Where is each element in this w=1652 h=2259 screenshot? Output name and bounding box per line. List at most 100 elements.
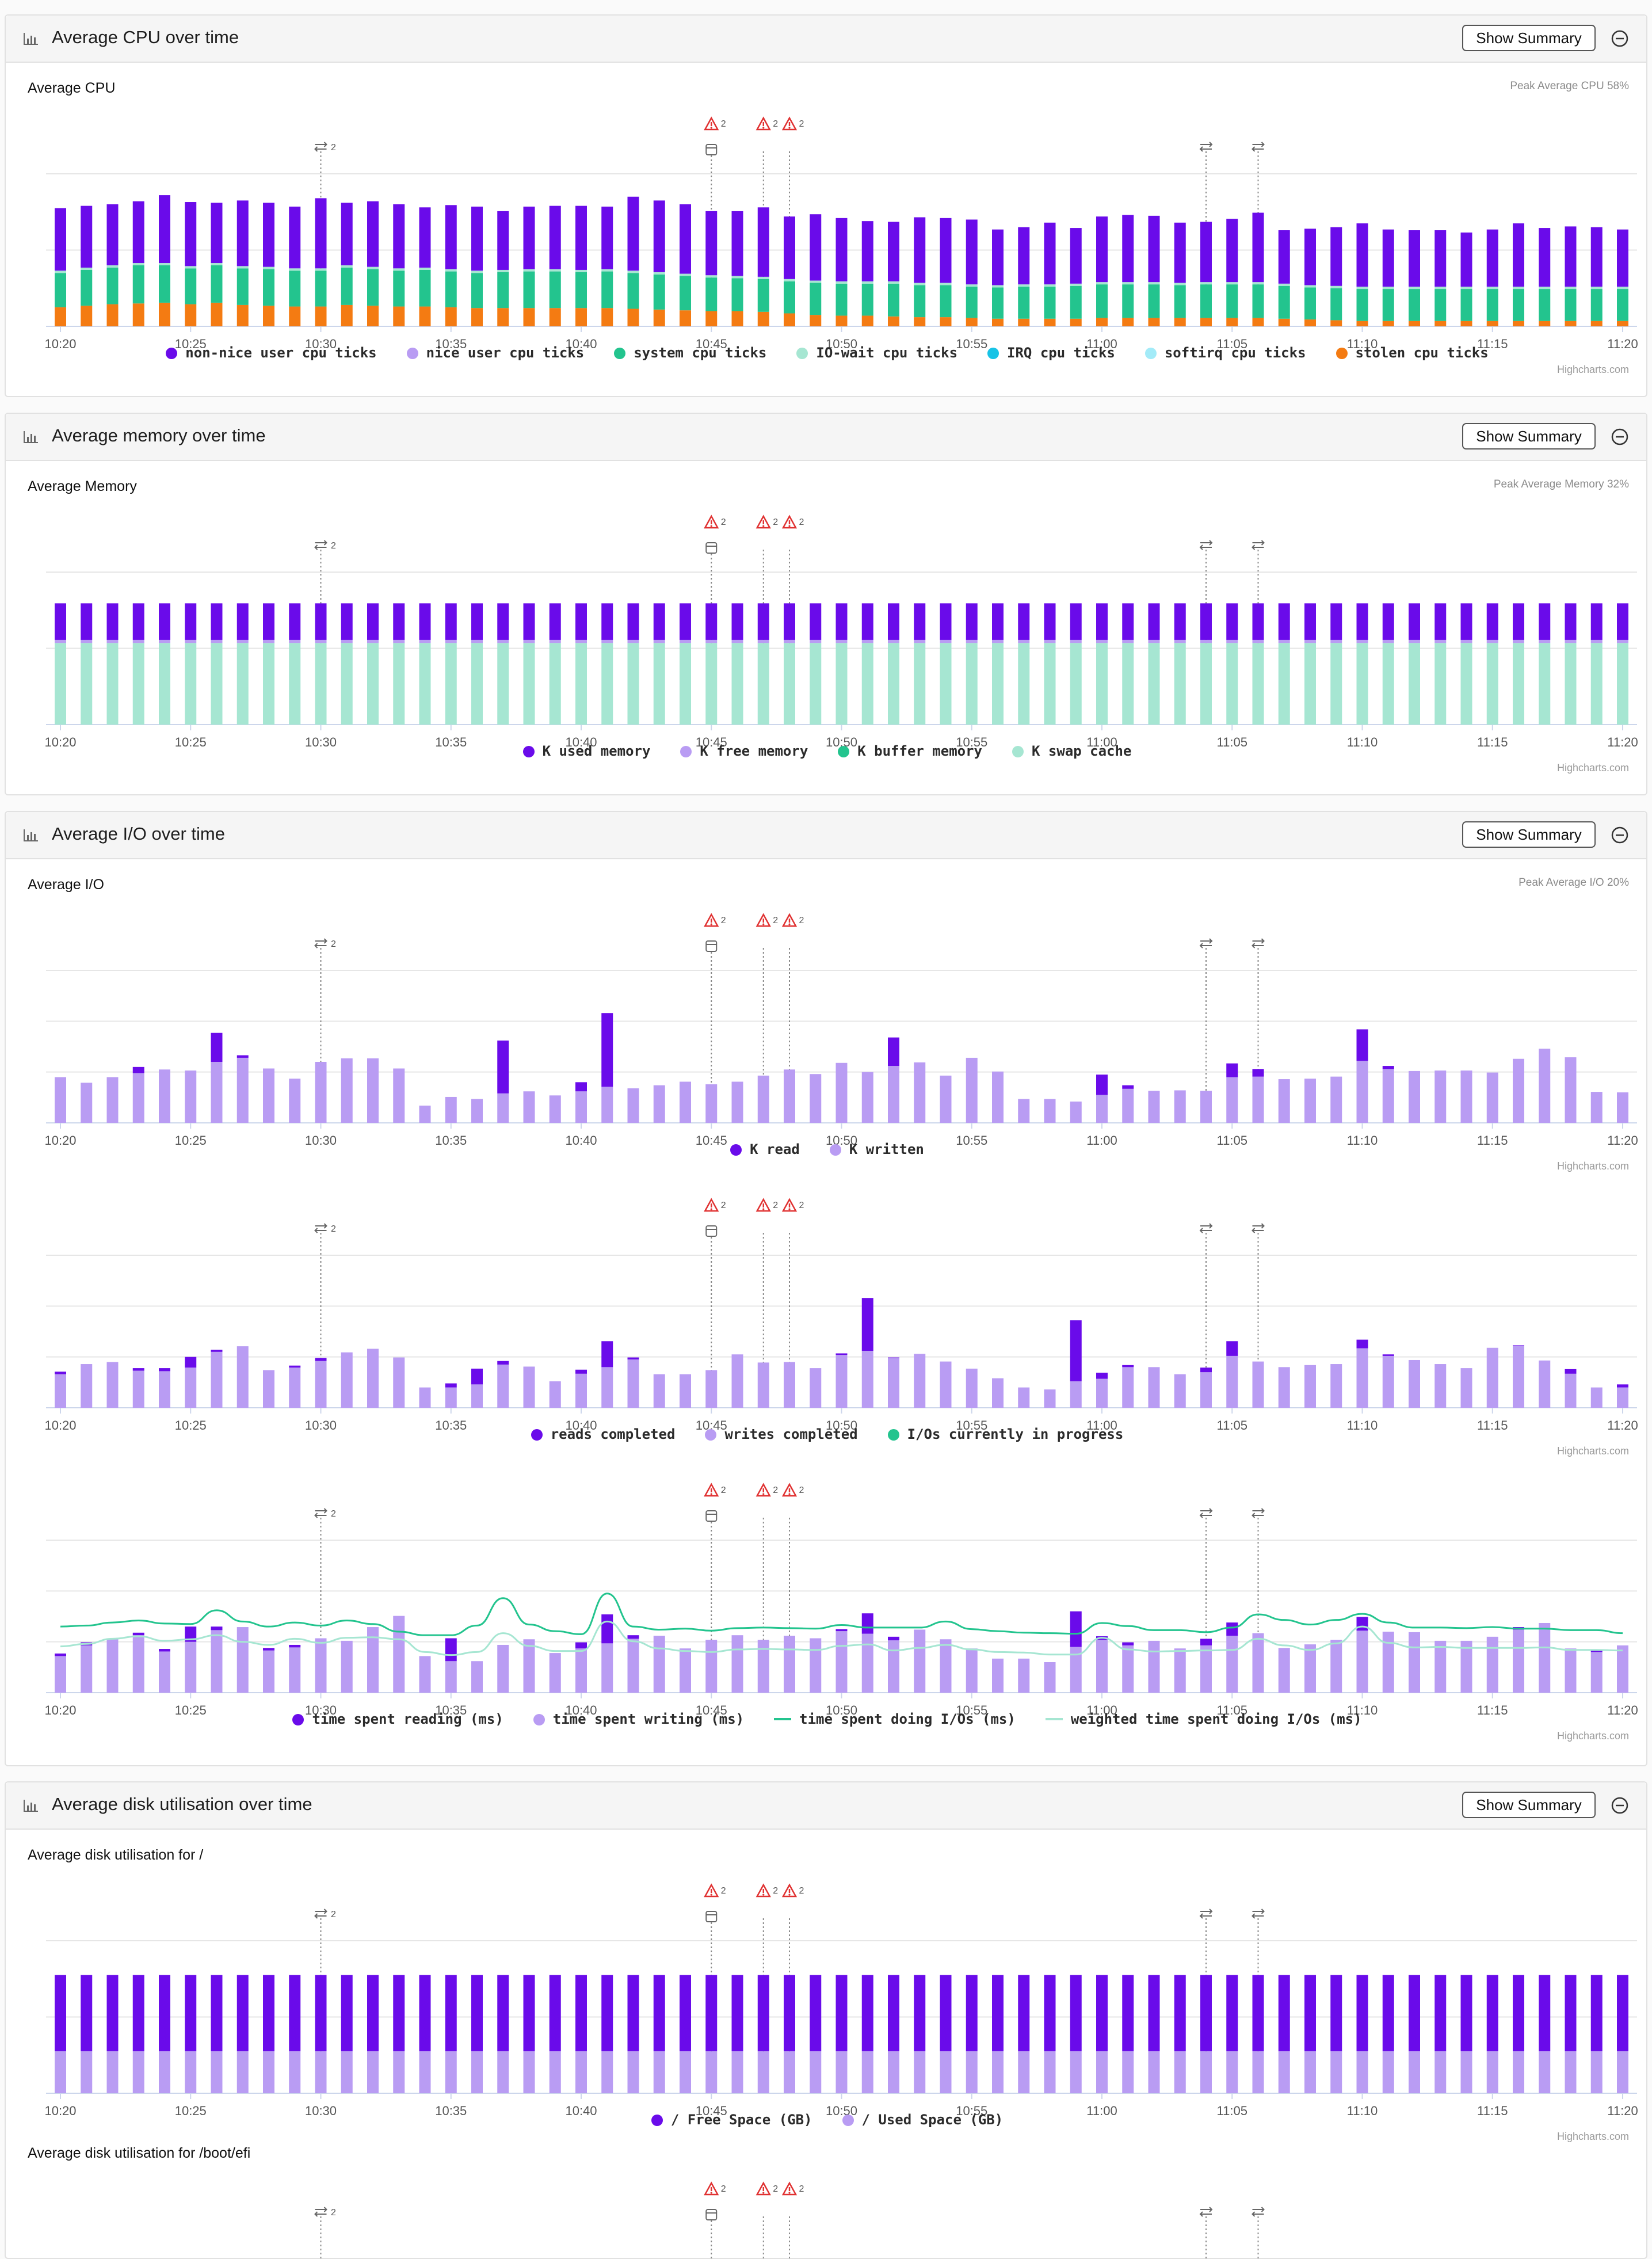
collapse-icon[interactable]	[1611, 29, 1629, 48]
transfer-icon[interactable]	[1199, 1908, 1213, 1919]
transfer-icon[interactable]	[314, 938, 327, 948]
legend-item[interactable]: softirq cpu ticks	[1144, 345, 1306, 361]
alert-icon[interactable]	[781, 515, 798, 529]
legend-item[interactable]: / Free Space (GB)	[651, 2112, 812, 2128]
legend-item[interactable]: K swap cache	[1012, 743, 1131, 759]
alert-count: 2	[721, 119, 726, 129]
alert-icon[interactable]	[756, 913, 771, 927]
legend-item[interactable]: writes completed	[705, 1426, 858, 1442]
highcharts-credit[interactable]: Highcharts.com	[1556, 762, 1629, 774]
legend-item[interactable]: K buffer memory	[838, 743, 982, 759]
legend-item[interactable]: K used memory	[522, 743, 650, 759]
legend-item[interactable]: K written	[829, 1141, 924, 1157]
highcharts-credit[interactable]: Highcharts.com	[1556, 1160, 1629, 1172]
transfer-icon[interactable]	[314, 142, 327, 152]
alert-icon[interactable]	[704, 1483, 719, 1497]
alert-icon[interactable]	[704, 515, 719, 529]
transfer-icon[interactable]	[1252, 142, 1265, 152]
transfer-icon[interactable]	[1252, 1223, 1265, 1233]
transfer-icon[interactable]	[1252, 540, 1265, 550]
highcharts-credit[interactable]: Highcharts.com	[1556, 364, 1629, 375]
calendar-icon[interactable]	[705, 144, 718, 155]
bar-k-used-memory	[1148, 603, 1160, 640]
alert-icon[interactable]	[756, 1883, 771, 1898]
calendar-icon[interactable]	[705, 2209, 718, 2220]
bar--used-space-gb-	[653, 2051, 665, 2093]
transfer-icon[interactable]	[1252, 938, 1265, 948]
show-summary-button[interactable]: Show Summary	[1462, 423, 1596, 449]
calendar-icon[interactable]	[705, 1510, 718, 1522]
highcharts-credit[interactable]: Highcharts.com	[1556, 1730, 1629, 1742]
calendar-icon[interactable]	[705, 542, 718, 554]
transfer-icon[interactable]	[314, 1508, 327, 1518]
bar-system-cpu-ticks	[1565, 289, 1577, 321]
transfer-icon[interactable]	[314, 1908, 327, 1919]
legend-item[interactable]: time spent doing I/Os (ms)	[774, 1711, 1016, 1727]
alert-icon[interactable]	[781, 1198, 798, 1212]
transfer-icon[interactable]	[1199, 938, 1213, 948]
legend-item[interactable]: time spent writing (ms)	[533, 1711, 744, 1727]
transfer-icon[interactable]	[1252, 2207, 1265, 2217]
transfer-icon[interactable]	[1199, 540, 1213, 550]
legend-item[interactable]: I/Os currently in progress	[887, 1426, 1123, 1442]
alert-icon[interactable]	[756, 1198, 771, 1212]
transfer-icon[interactable]	[1199, 1508, 1213, 1518]
transfer-icon[interactable]	[1199, 142, 1213, 152]
collapse-icon[interactable]	[1611, 826, 1629, 844]
alert-icon[interactable]	[781, 913, 798, 927]
calendar-icon[interactable]	[705, 940, 718, 952]
calendar-icon[interactable]	[705, 1911, 718, 1922]
highcharts-credit[interactable]: Highcharts.com	[1556, 2131, 1629, 2142]
alert-icon[interactable]	[756, 2181, 771, 2196]
alert-icon[interactable]	[704, 2181, 719, 2196]
legend-item[interactable]: weighted time spent doing I/Os (ms)	[1045, 1711, 1362, 1727]
transfer-icon[interactable]	[314, 1223, 327, 1233]
alert-icon[interactable]	[704, 116, 719, 131]
transfer-icon[interactable]	[1199, 2207, 1213, 2217]
collapse-icon[interactable]	[1611, 1796, 1629, 1815]
transfer-icon[interactable]	[314, 2207, 327, 2217]
bar--used-space-gb-	[81, 2051, 93, 2093]
legend-item[interactable]: K free memory	[680, 743, 808, 759]
show-summary-button[interactable]: Show Summary	[1462, 1792, 1596, 1818]
transfer-icon[interactable]	[1252, 1908, 1265, 1919]
legend-item[interactable]: nice user cpu ticks	[406, 345, 584, 361]
bar-k-written	[185, 1071, 197, 1123]
alert-icon[interactable]	[704, 1883, 719, 1898]
alert-icon[interactable]	[756, 515, 771, 529]
alert-icon[interactable]	[781, 1483, 798, 1497]
alert-icon[interactable]	[704, 913, 719, 927]
bar-stolen-cpu-ticks	[705, 311, 718, 326]
calendar-icon[interactable]	[705, 1225, 718, 1237]
alert-icon[interactable]	[781, 1883, 798, 1898]
legend-line-swatch	[1045, 1718, 1063, 1720]
alert-icon[interactable]	[704, 1198, 719, 1212]
legend-item[interactable]: reads completed	[531, 1426, 675, 1442]
highcharts-credit[interactable]: Highcharts.com	[1556, 1445, 1629, 1457]
transfer-icon[interactable]	[1199, 1223, 1213, 1233]
legend-item[interactable]: K read	[730, 1141, 800, 1157]
io-time-legend: time spent reading (ms) time spent writin…	[6, 1711, 1649, 1727]
legend-item[interactable]: time spent reading (ms)	[292, 1711, 503, 1727]
alert-icon[interactable]	[756, 116, 771, 131]
show-summary-button[interactable]: Show Summary	[1462, 25, 1596, 51]
bar-k-used-memory	[1018, 603, 1030, 640]
show-summary-button[interactable]: Show Summary	[1462, 821, 1596, 848]
alert-count: 2	[773, 1485, 778, 1495]
legend-item[interactable]: non-nice user cpu ticks	[166, 345, 377, 361]
transfer-icon[interactable]	[314, 540, 327, 550]
alert-icon[interactable]	[756, 1483, 771, 1497]
alert-icon[interactable]	[781, 116, 798, 131]
bar-stolen-cpu-ticks	[315, 306, 327, 326]
bar-k-free-memory	[1617, 639, 1628, 643]
alert-icon[interactable]	[781, 2181, 798, 2196]
legend-item[interactable]: system cpu ticks	[614, 345, 766, 361]
collapse-icon[interactable]	[1611, 428, 1629, 446]
legend-item[interactable]: IRQ cpu ticks	[987, 345, 1115, 361]
transfer-icon[interactable]	[1252, 1508, 1265, 1518]
legend-item[interactable]: / Used Space (GB)	[842, 2112, 1003, 2128]
bar-k-written	[680, 1081, 691, 1123]
legend-item[interactable]: IO-wait cpu ticks	[796, 345, 957, 361]
bar-k-written	[1018, 1099, 1030, 1123]
legend-item[interactable]: stolen cpu ticks	[1336, 345, 1489, 361]
